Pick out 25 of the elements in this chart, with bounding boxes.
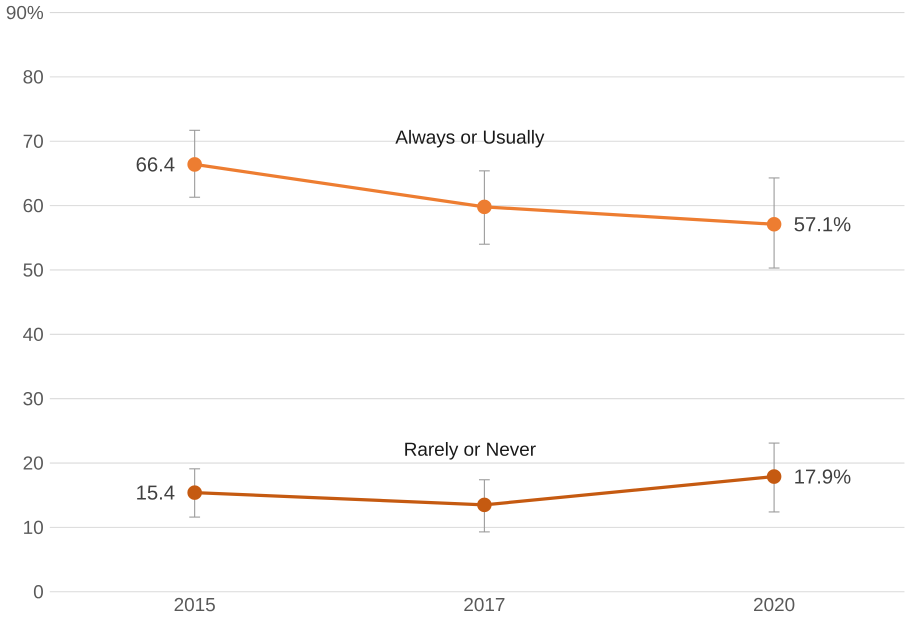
- point: [766, 216, 782, 232]
- data-label: 66.4: [136, 157, 174, 172]
- y-tick-label: 60: [24, 198, 43, 212]
- point: [477, 498, 492, 512]
- point: [766, 469, 782, 484]
- y-tick-label: 90%: [6, 6, 44, 20]
- point: [477, 200, 492, 214]
- x-tick-label: 2017: [464, 598, 504, 612]
- x-tick-label: 2020: [754, 598, 794, 612]
- y-tick-label: 80: [23, 70, 43, 84]
- text: Rarely or Never: [405, 442, 536, 460]
- y-tick-label: 40: [23, 328, 43, 341]
- data-label: 15.4: [137, 486, 174, 500]
- point: [187, 157, 202, 172]
- y-tick-label: 50: [23, 263, 43, 277]
- point: [187, 485, 202, 500]
- y-tick-label: 20: [24, 456, 43, 470]
- y-tick-label: 70: [24, 134, 43, 148]
- x-tick-label: 2015: [174, 598, 215, 612]
- y-tick-label: 10: [24, 520, 43, 534]
- text: Always or Usually: [395, 130, 544, 148]
- y-tick-label: 0: [34, 584, 43, 598]
- data-label: 17.9%: [795, 469, 850, 484]
- y-tick-label: 30: [23, 392, 43, 406]
- data-label: 57.1%: [794, 217, 850, 232]
